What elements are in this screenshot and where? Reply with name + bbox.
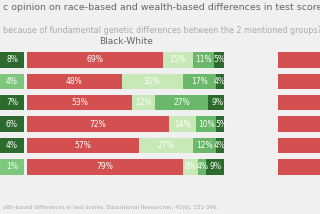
Text: 6%: 6% (6, 120, 18, 129)
Bar (278, 95, 320, 110)
Bar (193, 52, 214, 68)
Text: 7%: 7% (6, 98, 18, 107)
Text: because of fundamental genetic differences between the 2 mentioned groups?: because of fundamental genetic differenc… (3, 26, 320, 35)
Text: 57%: 57% (75, 141, 92, 150)
Bar (169, 116, 196, 132)
Text: c opinion on race-based and wealth-based differences in test scores: c opinion on race-based and wealth-based… (3, 3, 320, 12)
Bar (27, 138, 140, 153)
Text: 10%: 10% (198, 120, 215, 129)
Bar (183, 159, 198, 175)
Text: 79%: 79% (97, 162, 113, 171)
Text: 15%: 15% (169, 55, 186, 64)
Bar (27, 52, 224, 68)
Text: 4%: 4% (214, 141, 226, 150)
Bar (206, 159, 224, 175)
Bar (216, 116, 226, 132)
Text: 17%: 17% (191, 77, 208, 86)
Bar (27, 74, 122, 89)
Bar (278, 138, 320, 153)
Text: 31%: 31% (144, 77, 161, 86)
Text: 1%: 1% (6, 162, 18, 171)
Text: 4%: 4% (196, 162, 208, 171)
Bar (132, 95, 155, 110)
Bar (278, 116, 320, 132)
Bar (27, 116, 224, 132)
Bar (0, 74, 24, 89)
Bar (278, 74, 320, 89)
Text: 27%: 27% (157, 141, 174, 150)
Text: 12%: 12% (135, 98, 152, 107)
Text: 72%: 72% (90, 120, 107, 129)
Bar (278, 159, 320, 175)
Bar (183, 74, 216, 89)
Bar (0, 95, 24, 110)
Bar (208, 95, 226, 110)
Bar (216, 138, 224, 153)
Bar (0, 159, 24, 175)
Text: alth-based differences in test scores. Educational Researcher, 45(6), 331-346.: alth-based differences in test scores. E… (3, 205, 218, 210)
Text: 8%: 8% (185, 162, 196, 171)
Bar (163, 52, 193, 68)
Text: 11%: 11% (195, 55, 212, 64)
Bar (0, 52, 24, 68)
Bar (278, 52, 320, 68)
Text: 53%: 53% (71, 98, 88, 107)
Bar (198, 159, 206, 175)
Bar (27, 95, 132, 110)
Bar (140, 138, 193, 153)
Text: 14%: 14% (174, 120, 191, 129)
Text: 69%: 69% (87, 55, 104, 64)
Text: 27%: 27% (173, 98, 190, 107)
Bar (155, 95, 208, 110)
Bar (214, 52, 224, 68)
Text: 5%: 5% (213, 55, 225, 64)
Text: 9%: 9% (211, 98, 223, 107)
Bar (27, 74, 224, 89)
Bar (0, 116, 24, 132)
Bar (27, 52, 163, 68)
Bar (216, 74, 224, 89)
Bar (0, 138, 24, 153)
Text: 12%: 12% (196, 141, 212, 150)
Bar (196, 116, 216, 132)
Bar (27, 138, 224, 153)
Text: Black-White: Black-White (99, 37, 153, 46)
Bar (193, 138, 216, 153)
Text: 4%: 4% (6, 77, 18, 86)
Bar (27, 159, 224, 175)
Text: 9%: 9% (209, 162, 221, 171)
Bar (27, 116, 169, 132)
Bar (27, 95, 224, 110)
Text: 8%: 8% (6, 55, 18, 64)
Bar (27, 159, 183, 175)
Text: 48%: 48% (66, 77, 83, 86)
Text: 4%: 4% (6, 141, 18, 150)
Bar (122, 74, 183, 89)
Text: 5%: 5% (215, 120, 227, 129)
Text: 4%: 4% (214, 77, 226, 86)
